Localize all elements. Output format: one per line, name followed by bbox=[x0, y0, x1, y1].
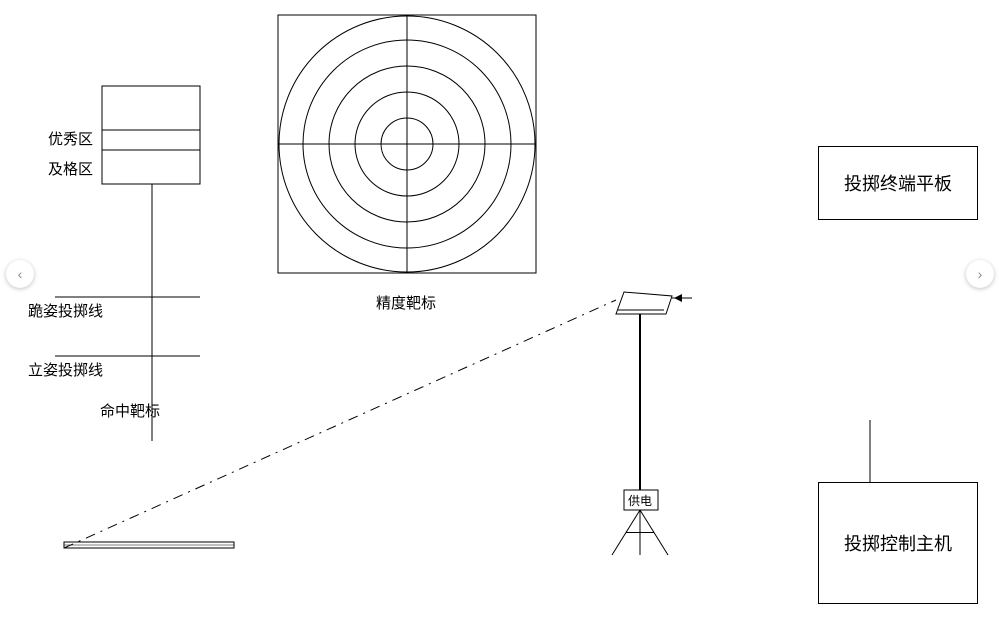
precision-target-group bbox=[278, 15, 536, 273]
chevron-right-icon: › bbox=[978, 266, 983, 282]
label-precision-target: 精度靶标 bbox=[376, 292, 436, 313]
next-button[interactable]: › bbox=[966, 260, 994, 288]
control-host-label: 投掷控制主机 bbox=[844, 530, 952, 556]
terminal-tablet-box: 投掷终端平板 bbox=[818, 146, 978, 220]
terminal-tablet-label: 投掷终端平板 bbox=[844, 170, 952, 196]
camera-group bbox=[612, 292, 692, 555]
label-standing-throw-line: 立姿投掷线 bbox=[28, 359, 103, 380]
label-pass-zone: 及格区 bbox=[48, 158, 93, 179]
prev-button[interactable]: ‹ bbox=[6, 260, 34, 288]
chevron-left-icon: ‹ bbox=[18, 266, 23, 282]
label-excellent-zone: 优秀区 bbox=[48, 128, 93, 149]
label-hit-target-title: 命中靶标 bbox=[100, 400, 160, 421]
label-kneeling-throw-line: 跪姿投掷线 bbox=[28, 300, 103, 321]
control-host-box: 投掷控制主机 bbox=[818, 482, 978, 604]
sight-line bbox=[64, 300, 616, 548]
label-power: 供电 bbox=[628, 492, 652, 509]
